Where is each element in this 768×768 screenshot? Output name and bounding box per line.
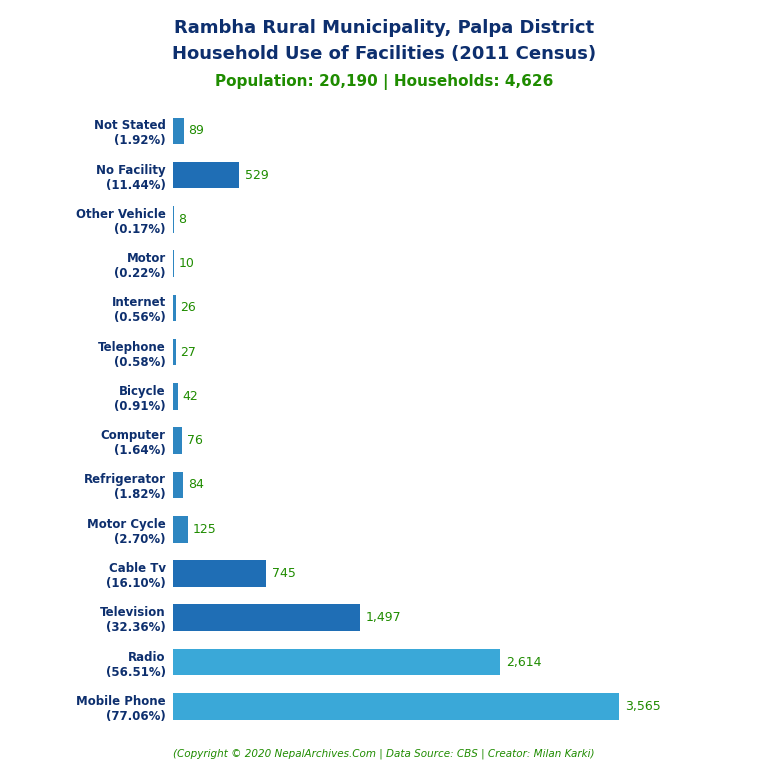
Bar [173,206,174,233]
Text: 42: 42 [183,390,198,403]
Text: 76: 76 [187,434,203,447]
Text: 125: 125 [193,523,217,536]
Text: 84: 84 [187,478,204,492]
Bar [173,250,174,277]
Bar [173,383,178,409]
Bar [173,516,188,542]
Bar [173,472,184,498]
Text: 529: 529 [245,169,269,181]
Text: 3,565: 3,565 [625,700,660,713]
Bar [173,649,500,675]
Text: 10: 10 [178,257,194,270]
Text: (Copyright © 2020 NepalArchives.Com | Data Source: CBS | Creator: Milan Karki): (Copyright © 2020 NepalArchives.Com | Da… [174,748,594,759]
Text: Population: 20,190 | Households: 4,626: Population: 20,190 | Households: 4,626 [215,74,553,91]
Text: 8: 8 [178,213,186,226]
Text: 27: 27 [180,346,197,359]
Text: 745: 745 [272,567,296,580]
Bar [173,428,182,454]
Bar [173,295,176,321]
Text: Rambha Rural Municipality, Palpa District: Rambha Rural Municipality, Palpa Distric… [174,19,594,37]
Bar [173,162,239,188]
Bar [173,604,360,631]
Bar [173,339,176,366]
Text: Household Use of Facilities (2011 Census): Household Use of Facilities (2011 Census… [172,45,596,62]
Text: 2,614: 2,614 [506,656,541,668]
Bar [173,560,266,587]
Bar [173,693,619,720]
Text: 26: 26 [180,301,196,314]
Text: 1,497: 1,497 [366,611,402,624]
Bar [173,118,184,144]
Text: 89: 89 [188,124,204,137]
